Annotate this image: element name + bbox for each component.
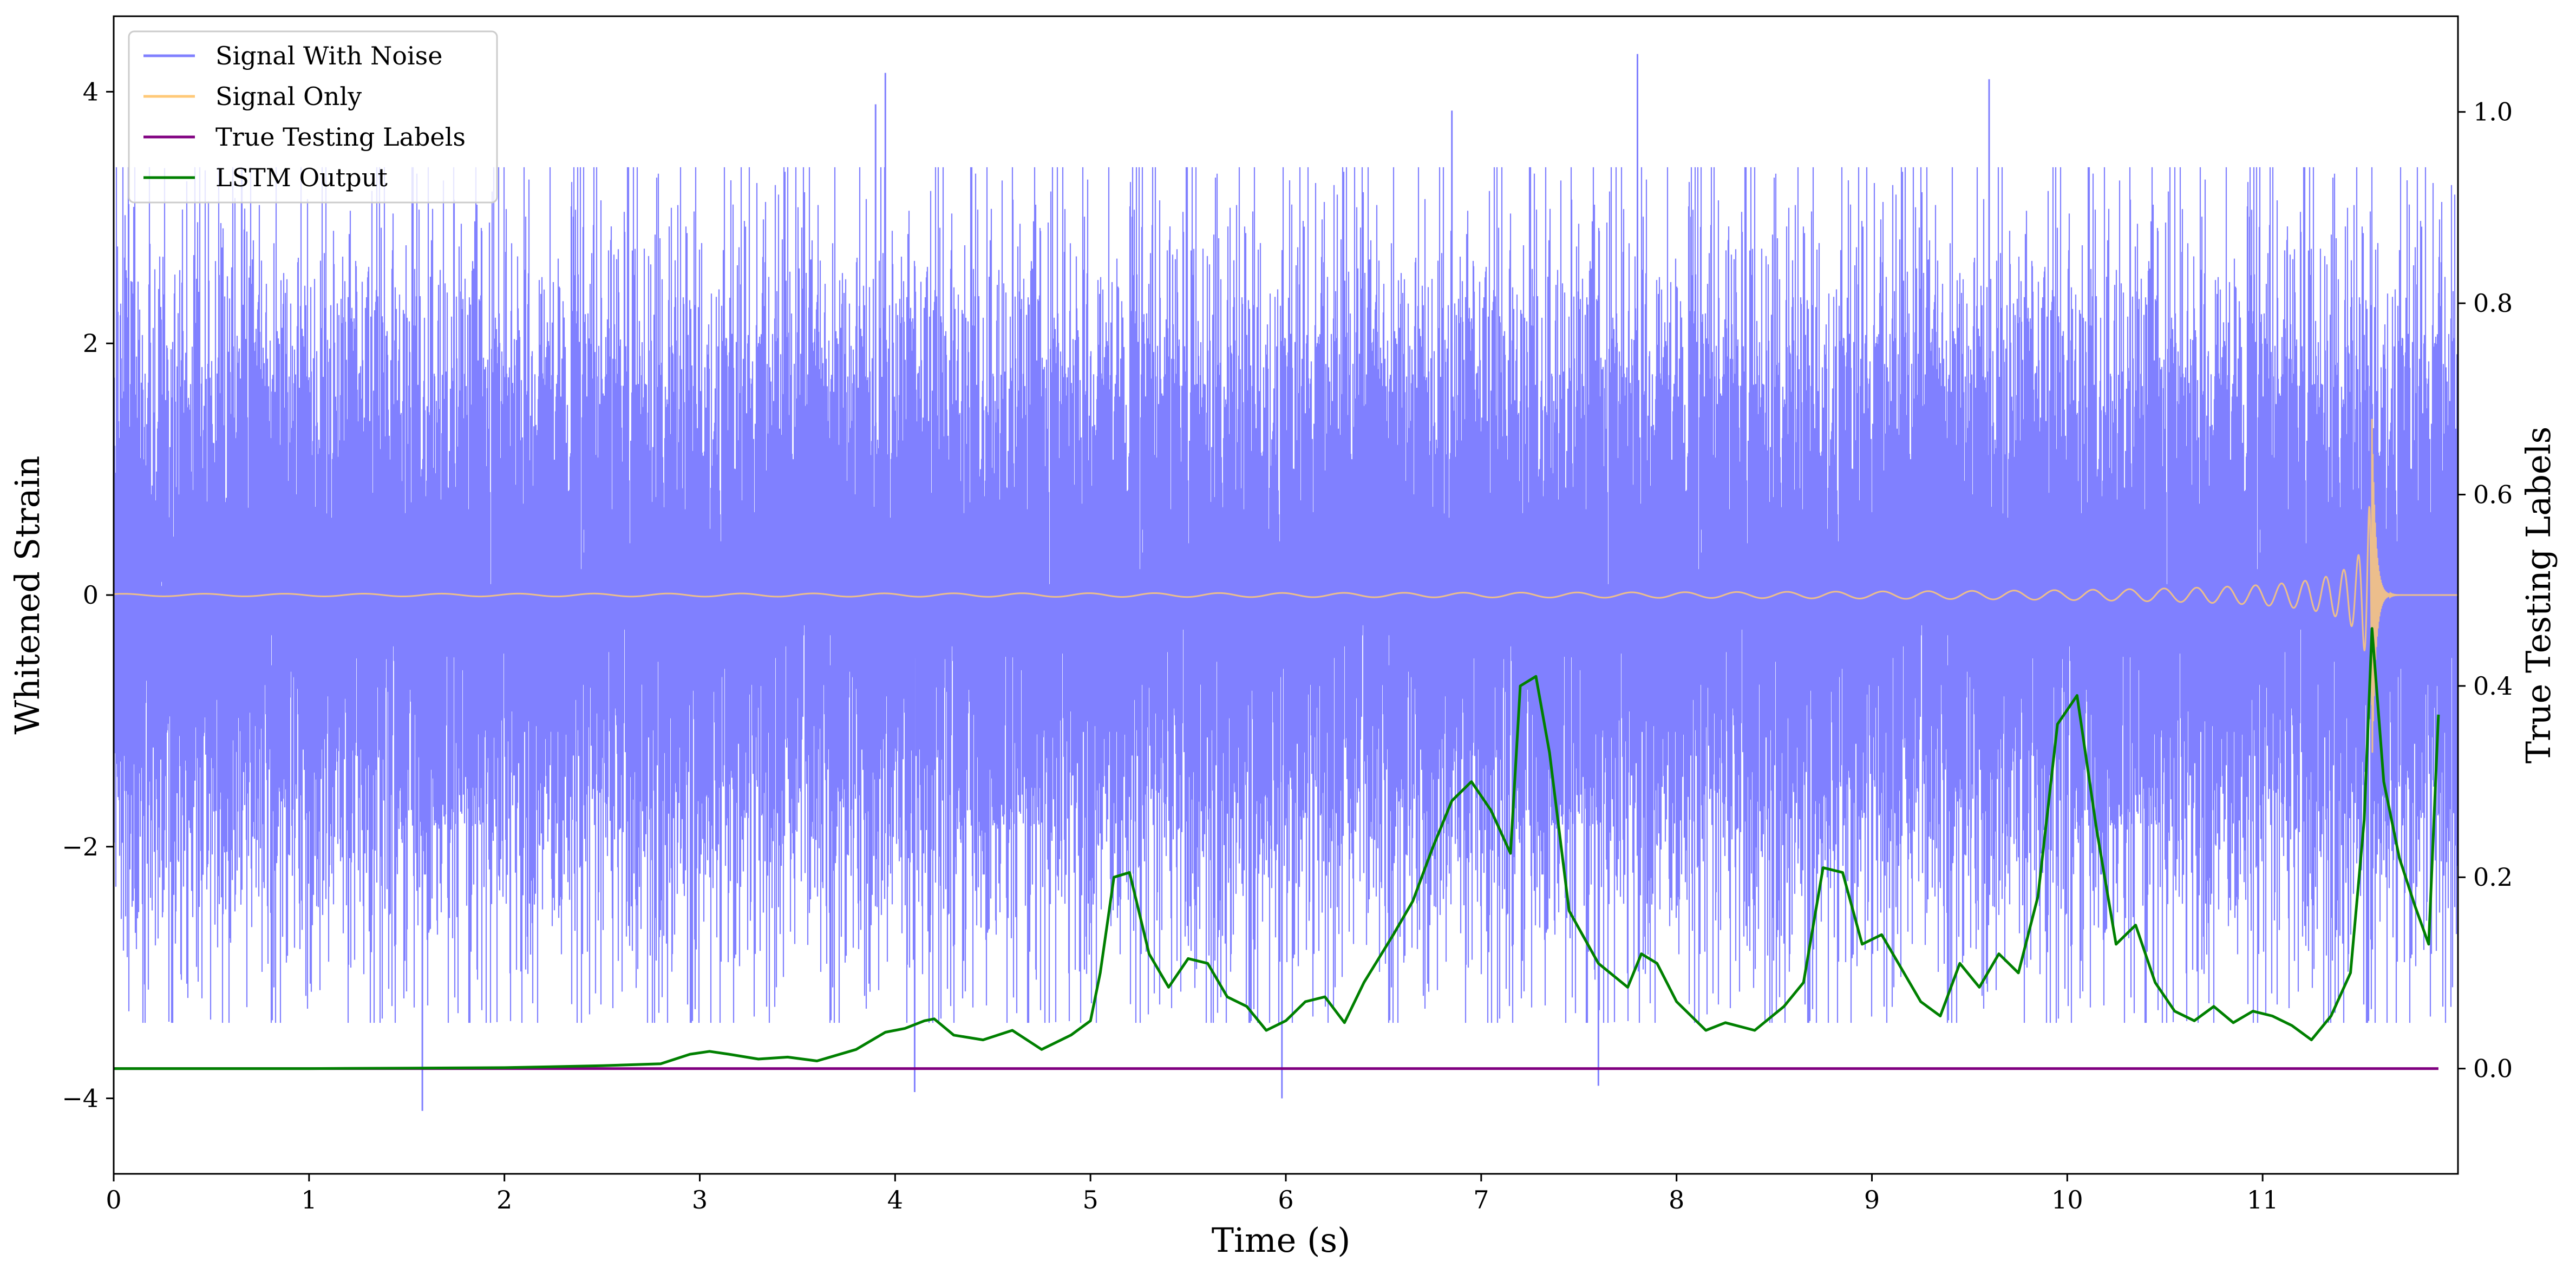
x-tick-label-1: 1 [301, 1185, 317, 1214]
y2-tick-label-0.4: 0.4 [2473, 671, 2513, 701]
legend-label-signal-with-noise: Signal With Noise [215, 41, 442, 70]
y-tick-label-4: 4 [83, 77, 99, 106]
x-tick-label-8: 8 [1669, 1185, 1684, 1214]
y-axis-label: Whitened Strain [8, 456, 47, 735]
x-axis: 0 1 2 3 4 5 6 7 8 9 10 11 [106, 1174, 2278, 1214]
y2-tick-label-0.6: 0.6 [2473, 480, 2513, 509]
y-axis-left: −4 −2 0 2 4 [62, 77, 114, 1113]
x-tick-label-0: 0 [106, 1185, 121, 1214]
x-tick-label-6: 6 [1278, 1185, 1293, 1214]
x-tick-label-11: 11 [2247, 1185, 2279, 1214]
y-tick-label--2: −2 [62, 832, 99, 861]
y2-axis-label: True Testing Labels [2519, 427, 2558, 764]
signal-trace [114, 419, 2458, 753]
x-tick-label-9: 9 [1864, 1185, 1880, 1214]
y2-tick-label-0.8: 0.8 [2473, 289, 2513, 318]
legend-label-signal-only: Signal Only [215, 82, 362, 111]
x-tick-label-3: 3 [692, 1185, 708, 1214]
legend: Signal With Noise Signal Only True Testi… [128, 30, 498, 204]
y2-tick-label-0: 0.0 [2473, 1054, 2513, 1083]
y-tick-label--4: −4 [62, 1084, 99, 1113]
lstm-trace [114, 627, 2440, 1070]
x-tick-label-5: 5 [1083, 1185, 1099, 1214]
y2-tick-label-1: 1.0 [2473, 97, 2513, 127]
series-signal-only [114, 419, 2458, 753]
series-signal-with-noise [114, 54, 2458, 1111]
x-tick-label-10: 10 [2051, 1185, 2083, 1214]
x-tick-label-7: 7 [1473, 1185, 1489, 1214]
x-tick-label-2: 2 [496, 1185, 512, 1214]
legend-label-lstm-output: LSTM Output [215, 163, 388, 192]
series-lstm-output [114, 627, 2440, 1070]
legend-box [128, 30, 498, 204]
x-axis-label: Time (s) [1212, 1220, 1351, 1260]
y-axis-right: 0.0 0.2 0.4 0.6 0.8 1.0 [2458, 97, 2513, 1083]
x-tick-label-4: 4 [887, 1185, 903, 1214]
y-tick-label-2: 2 [83, 329, 99, 358]
noise-trace [114, 167, 2458, 1023]
y2-tick-label-0.2: 0.2 [2473, 863, 2513, 892]
y-tick-label-0: 0 [83, 580, 99, 610]
legend-label-true-testing-labels: True Testing Labels [215, 122, 466, 152]
